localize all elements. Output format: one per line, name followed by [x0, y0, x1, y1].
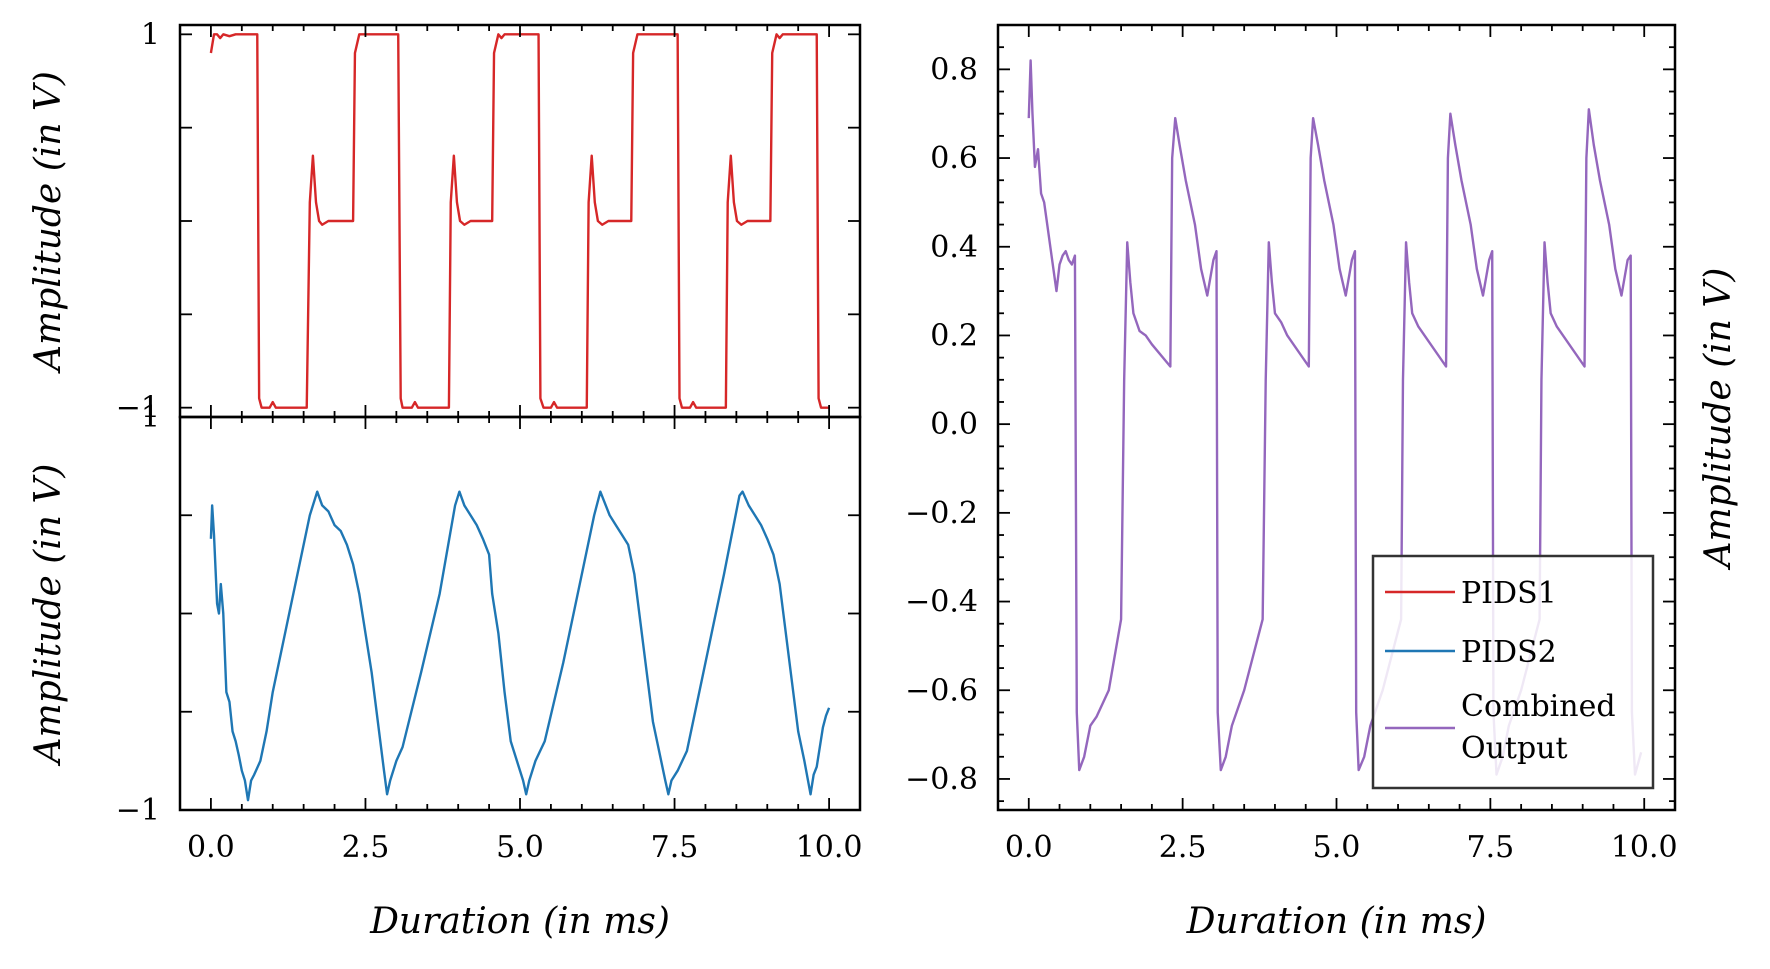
y-tick-label: 0.2 — [930, 318, 978, 353]
y-axis-title: Amplitude (in V) — [28, 71, 69, 374]
x-tick-label: 10.0 — [796, 830, 863, 865]
legend-label: PIDS2 — [1461, 635, 1557, 670]
x-tick-label: 5.0 — [1313, 830, 1361, 865]
y-tick-label: −0.4 — [905, 585, 978, 620]
y-tick-label: 0.0 — [930, 407, 978, 442]
legend-box — [1371, 554, 1655, 790]
y-tick-label: 1 — [141, 17, 160, 52]
plot-frame-bottom-left — [178, 415, 862, 812]
y-tick-label: 0.4 — [930, 230, 978, 265]
series-line-bottom-left-0 — [209, 490, 831, 802]
legend-label: Combined — [1461, 689, 1616, 724]
x-axis-title: Duration (in ms) — [369, 901, 670, 942]
x-tick-label: 10.0 — [1611, 830, 1678, 865]
right-plot: 0.0 2.5 5.0 7.5 10.0 −0.8 −0.6 −0.4 −0.2 0.0 0.2 0.… — [905, 23, 1739, 942]
x-tick-label: 0.0 — [1005, 830, 1053, 865]
y-tick-label: −0.6 — [905, 673, 978, 708]
x-tick-label: 2.5 — [1159, 830, 1207, 865]
x-tick-label: 0.0 — [187, 830, 235, 865]
y-tick-label: 1 — [141, 400, 160, 435]
top-left-plot: −1 1 Amplitude (in V) — [28, 17, 862, 426]
y-tick-label: −1 — [116, 793, 160, 828]
bottom-left-plot: 0.0 2.5 5.0 7.5 10.0 −1 1 Duration (in ms) Ampli… — [28, 400, 862, 942]
x-tick-label: 7.5 — [1467, 830, 1515, 865]
legend-label: Output — [1461, 731, 1568, 766]
y-tick-label: −1 — [116, 391, 160, 426]
x-axis-title: Duration (in ms) — [1186, 901, 1487, 942]
legend-label: PIDS1 — [1461, 576, 1557, 611]
y-tick-label: −0.2 — [905, 496, 978, 531]
legend: PIDS1 PIDS2 Combined Output — [1371, 554, 1655, 790]
x-tick-label: 5.0 — [496, 830, 544, 865]
series-line-right-0 — [1027, 59, 1643, 776]
y-tick-label: 0.8 — [930, 52, 978, 87]
x-tick-label: 7.5 — [651, 830, 699, 865]
y-axis-title: Amplitude (in V) — [28, 464, 69, 767]
x-tick-label: 2.5 — [342, 830, 390, 865]
y-tick-label: −0.8 — [905, 762, 978, 797]
series-line-top-left-0 — [209, 33, 830, 409]
y-axis-title: Amplitude (in V) — [1698, 268, 1739, 571]
y-tick-label: 0.6 — [930, 141, 978, 176]
